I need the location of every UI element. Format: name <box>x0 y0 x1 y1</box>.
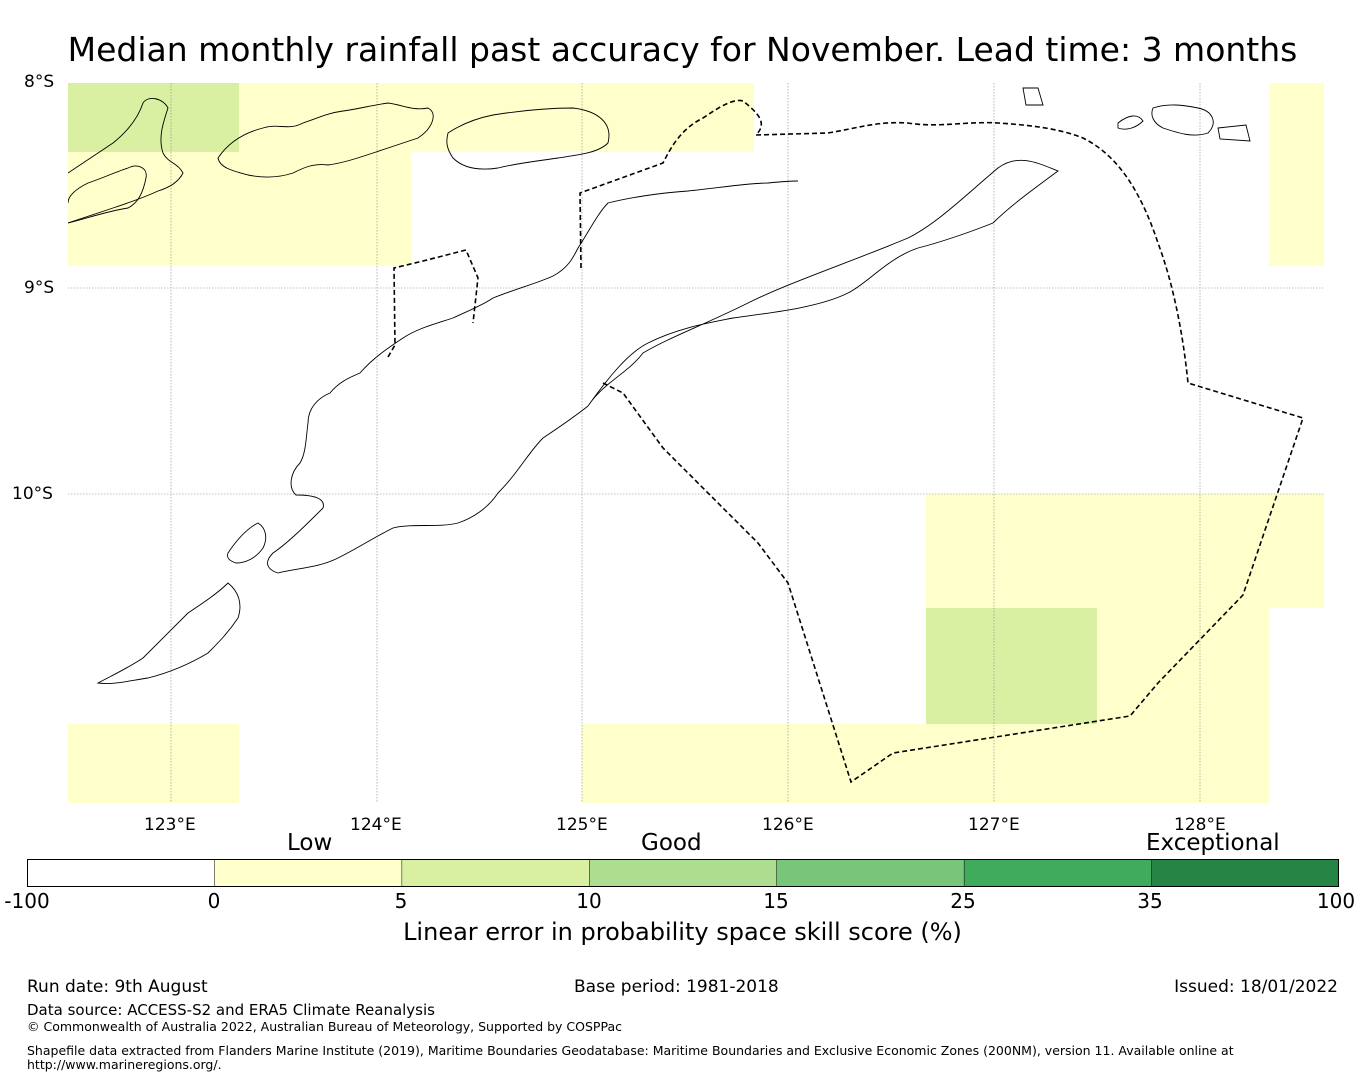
colorbar-tick: -100 <box>4 889 50 913</box>
lat-label-9s: 9°S <box>24 278 55 298</box>
map-panel <box>68 83 1324 803</box>
maritime-boundary <box>387 249 479 358</box>
issued-date: Issued: 18/01/2022 <box>1174 977 1338 997</box>
category-good: Good <box>641 830 702 856</box>
lon-label-127e: 127°E <box>968 815 1020 835</box>
small-island <box>1117 115 1144 130</box>
coastlines <box>68 87 1251 684</box>
chart-title: Median monthly rainfall past accuracy fo… <box>67 30 1298 69</box>
lon-label-126e: 126°E <box>762 815 814 835</box>
wetar-island <box>446 107 610 170</box>
timor-coast <box>587 159 1059 407</box>
timor-west-coast <box>267 180 799 574</box>
leti-island <box>1151 104 1214 136</box>
moa-island <box>1217 124 1251 142</box>
skill-cell <box>926 494 1324 608</box>
skill-cell <box>68 83 239 152</box>
skill-cell <box>1269 83 1324 266</box>
colorbar-label: Linear error in probability space skill … <box>403 918 962 946</box>
lat-label-8s: 8°S <box>24 72 55 92</box>
rote-island <box>227 522 267 564</box>
colorbar-tick: 35 <box>1137 889 1163 913</box>
colorbar-tick: 5 <box>394 889 408 913</box>
colorbar-segment <box>27 859 216 887</box>
base-period: Base period: 1981-2018 <box>574 977 779 997</box>
colorbar-segment <box>589 859 778 887</box>
pantar-island <box>68 165 147 224</box>
colorbar-segment <box>1151 859 1339 887</box>
alor-island <box>217 102 434 178</box>
lon-label-123e: 123°E <box>144 815 196 835</box>
gridlines <box>68 83 1324 803</box>
colorbar-tick: 10 <box>576 889 602 913</box>
sumba-fragment <box>96 582 241 684</box>
skill-cell <box>1097 608 1269 724</box>
skill-cell <box>926 608 1097 724</box>
lon-label-124e: 124°E <box>350 815 402 835</box>
colorbar-tick: 15 <box>763 889 789 913</box>
shapefile-credit: Shapefile data extracted from Flanders M… <box>27 1043 1234 1058</box>
colorbar-segment <box>963 859 1153 887</box>
skill-cells <box>68 83 1324 803</box>
maritime-boundary <box>579 99 1305 784</box>
skill-cell <box>582 724 1269 803</box>
lon-label-125e: 125°E <box>556 815 608 835</box>
flores-coast <box>68 97 184 224</box>
run-date: Run date: 9th August <box>27 977 208 997</box>
skill-cell <box>68 152 411 266</box>
skill-cell <box>239 83 754 152</box>
colorbar-segment <box>776 859 965 887</box>
colorbar-tick: 0 <box>207 889 221 913</box>
kisar-island <box>1022 87 1044 106</box>
shapefile-url: http://www.marineregions.org/. <box>27 1057 222 1072</box>
colorbar <box>27 859 1339 887</box>
skill-cell <box>68 724 239 803</box>
lon-label-128e: 128°E <box>1174 815 1226 835</box>
category-exceptional: Exceptional <box>1146 830 1280 856</box>
colorbar-tick: 25 <box>950 889 976 913</box>
category-low: Low <box>287 830 333 856</box>
lat-label-10s: 10°S <box>12 484 53 504</box>
copyright: © Commonwealth of Australia 2022, Austra… <box>27 1019 622 1034</box>
colorbar-segment <box>401 859 591 887</box>
data-source: Data source: ACCESS-S2 and ERA5 Climate … <box>27 1001 435 1019</box>
colorbar-segment <box>214 859 403 887</box>
colorbar-tick: 100 <box>1316 889 1356 913</box>
